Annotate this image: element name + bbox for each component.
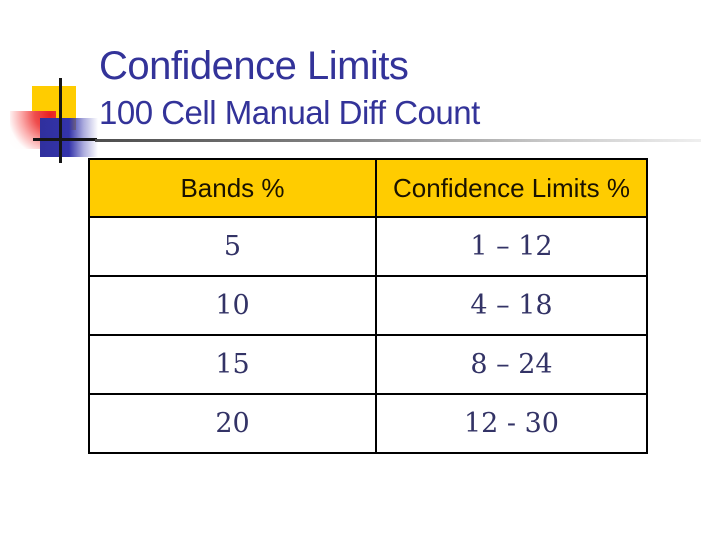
band-value: 5 bbox=[88, 216, 377, 277]
column-header-limits: Confidence Limits % bbox=[375, 158, 648, 218]
table-row: 5 1 – 12 bbox=[88, 216, 648, 277]
table-header-row: Bands % Confidence Limits % bbox=[88, 158, 648, 218]
decor-horizontal-line bbox=[33, 138, 97, 141]
limits-value: 12 - 30 bbox=[375, 393, 648, 454]
confidence-limits-table: Bands % Confidence Limits % 5 1 – 12 10 … bbox=[88, 158, 648, 454]
limits-value: 8 – 24 bbox=[375, 334, 648, 395]
band-value: 15 bbox=[88, 334, 377, 395]
decor-vertical-line bbox=[59, 78, 62, 163]
table-row: 15 8 – 24 bbox=[88, 334, 648, 395]
band-value: 10 bbox=[88, 275, 377, 336]
column-header-bands: Bands % bbox=[88, 158, 377, 218]
limits-value: 4 – 18 bbox=[375, 275, 648, 336]
slide-subtitle: 100 Cell Manual Diff Count bbox=[99, 94, 480, 131]
slide-title: Confidence Limits bbox=[99, 44, 409, 88]
decor-blue-square bbox=[40, 118, 98, 157]
band-value: 20 bbox=[88, 393, 377, 454]
title-rule-line bbox=[95, 139, 701, 142]
limits-value: 1 – 12 bbox=[375, 216, 648, 277]
table-row: 20 12 - 30 bbox=[88, 393, 648, 454]
table-row: 10 4 – 18 bbox=[88, 275, 648, 336]
